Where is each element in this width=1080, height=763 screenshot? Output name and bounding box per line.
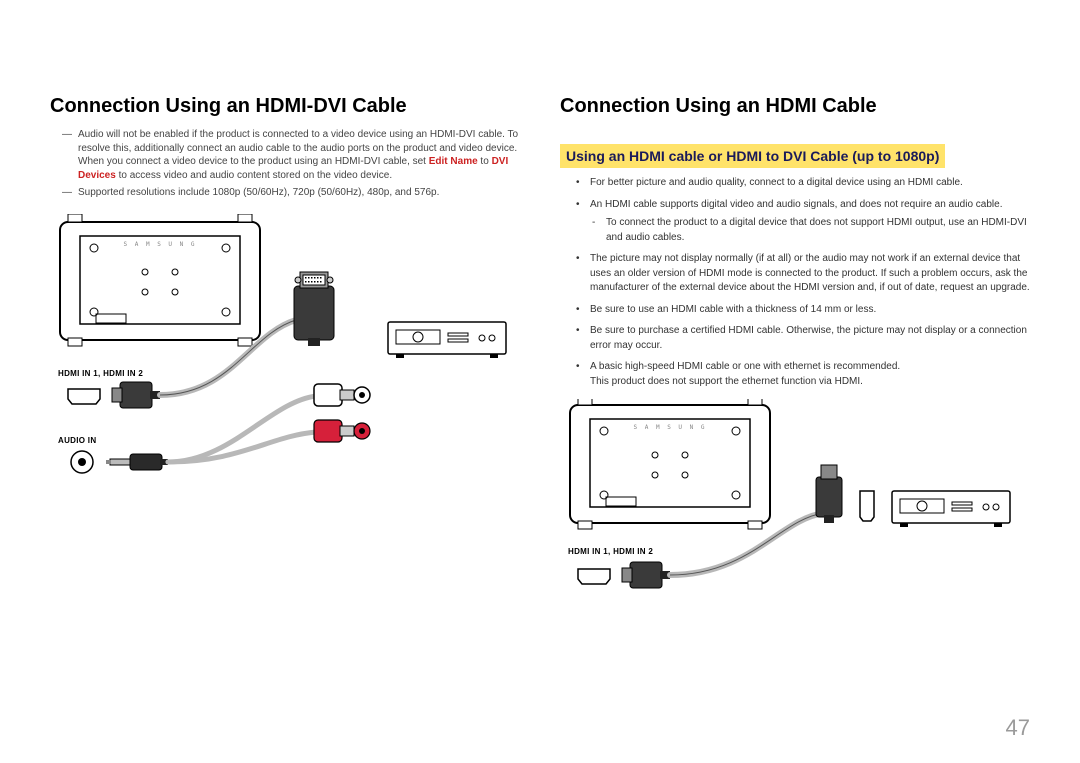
hdmi-port-icon-2 xyxy=(578,569,610,584)
left-heading: Connection Using an HDMI-DVI Cable xyxy=(50,95,520,118)
note1-post: to access video and audio content stored… xyxy=(116,170,392,181)
note-2-text: Supported resolutions include 1080p (50/… xyxy=(78,186,520,200)
right-column: Connection Using an HDMI Cable Using an … xyxy=(560,95,1030,599)
left-column: Connection Using an HDMI-DVI Cable ― Aud… xyxy=(50,95,520,599)
note-1: ― Audio will not be enabled if the produ… xyxy=(62,128,520,182)
bullet-1: For better picture and audio quality, co… xyxy=(590,176,1030,191)
external-device-icon xyxy=(388,322,506,358)
note1-mid: to xyxy=(478,156,492,167)
hdmi-cable xyxy=(622,465,842,588)
hdmi-female-icon xyxy=(860,491,874,521)
note-1-text: Audio will not be enabled if the product… xyxy=(78,128,520,182)
audio-port-icon xyxy=(71,451,93,473)
bullet-5: Be sure to purchase a certified HDMI cab… xyxy=(590,324,1030,353)
bullet-list: For better picture and audio quality, co… xyxy=(560,176,1030,389)
note-2: ― Supported resolutions include 1080p (5… xyxy=(62,186,520,200)
hdmi-port-label: HDMI IN 1, HDMI IN 2 xyxy=(58,369,143,378)
bullet-2: An HDMI cable supports digital video and… xyxy=(590,198,1030,246)
note-dash-2: ― xyxy=(62,186,78,200)
bullet-6-text: A basic high-speed HDMI cable or one wit… xyxy=(590,361,900,372)
bullet-2-text: An HDMI cable supports digital video and… xyxy=(590,199,1003,210)
right-subheading: Using an HDMI cable or HDMI to DVI Cable… xyxy=(560,144,945,168)
hdmi-port-label-2: HDMI IN 1, HDMI IN 2 xyxy=(568,547,653,556)
bullet-2-sub: To connect the product to a digital devi… xyxy=(606,216,1030,245)
right-heading: Connection Using an HDMI Cable xyxy=(560,95,1030,118)
edit-name-label: Edit Name xyxy=(429,156,478,167)
svg-text:S A M S U N G: S A M S U N G xyxy=(124,241,197,248)
bullet-6-extra: This product does not support the ethern… xyxy=(590,376,863,387)
diagram-hdmi: S A M S U N G xyxy=(560,399,1030,599)
bullet-3: The picture may not display normally (if… xyxy=(590,252,1030,296)
bullet-6: A basic high-speed HDMI cable or one wit… xyxy=(590,360,1030,389)
monitor-back-icon: S A M S U N G xyxy=(60,214,260,346)
audio-port-label: AUDIO IN xyxy=(58,436,96,445)
page-number: 47 xyxy=(1006,715,1030,741)
diagram-hdmi-dvi: S A M S U N G xyxy=(50,214,520,494)
svg-text:S A M S U N G: S A M S U N G xyxy=(634,424,707,431)
hdmi-port-icon xyxy=(68,389,100,404)
note-dash: ― xyxy=(62,128,78,182)
monitor-back-icon-2: S A M S U N G xyxy=(570,399,770,529)
external-device-icon-2 xyxy=(892,491,1010,527)
bullet-4: Be sure to use an HDMI cable with a thic… xyxy=(590,303,1030,318)
